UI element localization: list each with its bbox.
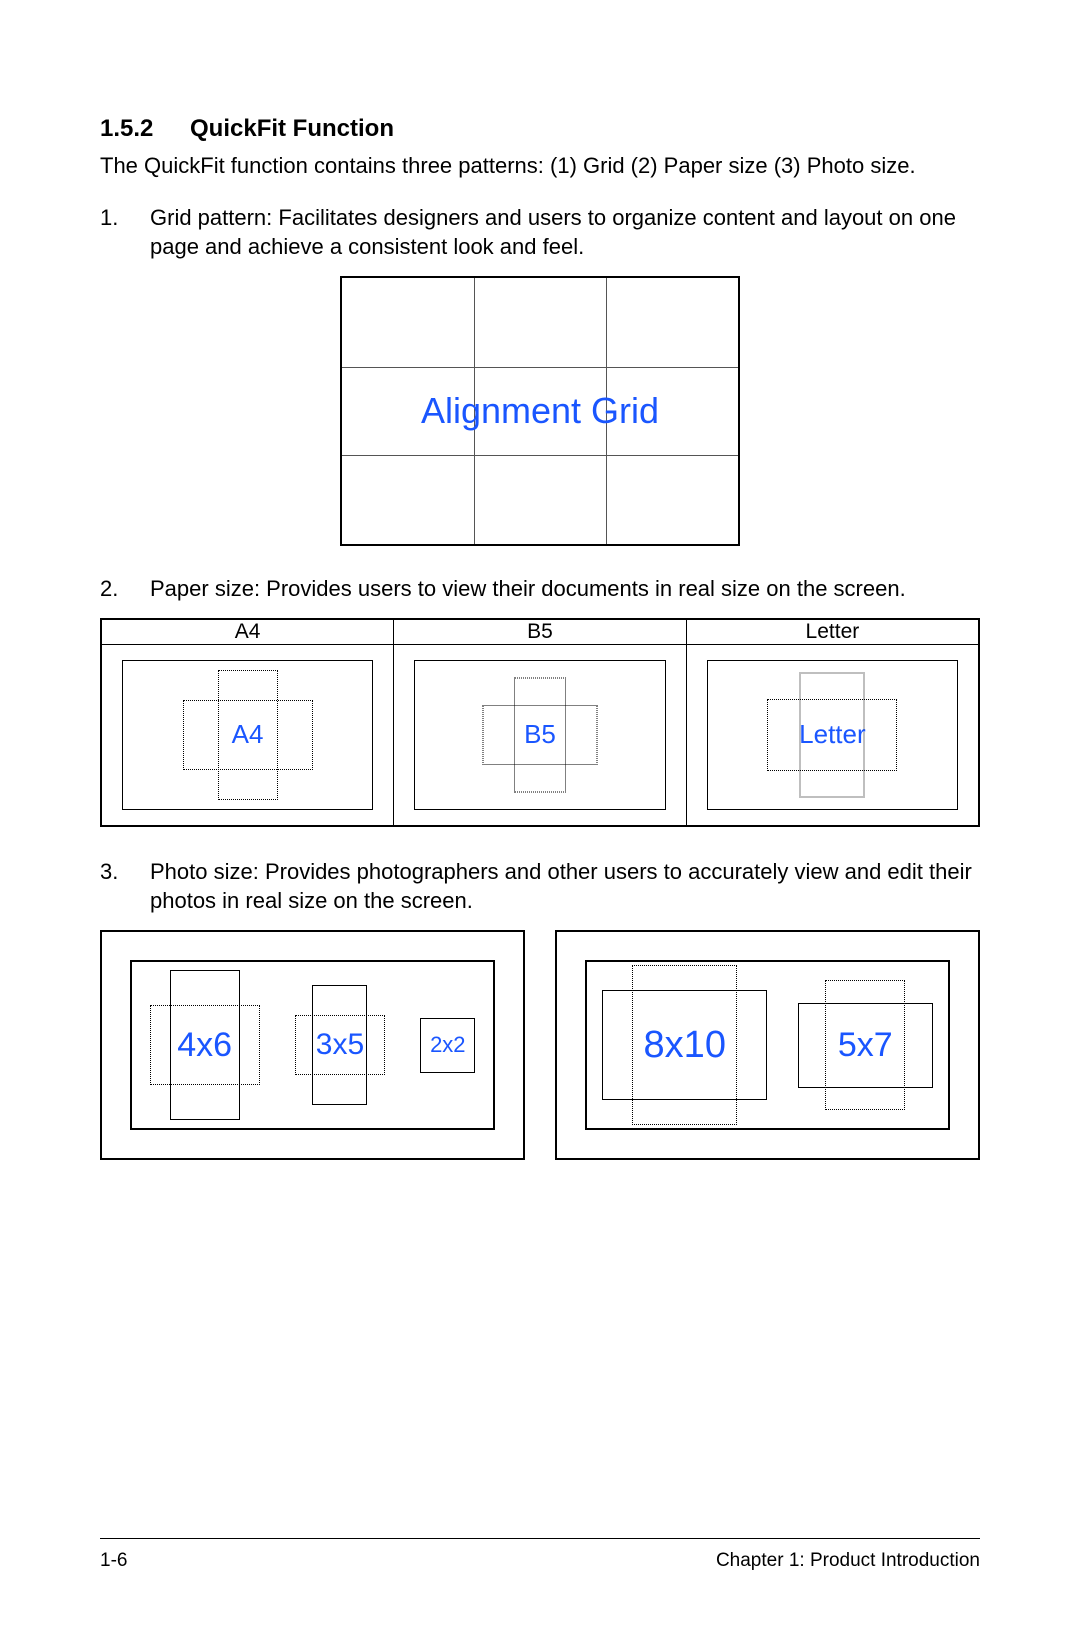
footer-page-number: 1-6 [100,1550,127,1572]
list-item: 3. Photo size: Provides photographers an… [100,857,980,916]
intro-text: The QuickFit function contains three pat… [100,151,980,181]
photo-label: 2x2 [430,1032,465,1058]
page-body: 1.5.2QuickFit Function The QuickFit func… [0,0,1080,1220]
photo-size-row: 4x6 3x5 2x2 8x10 [100,930,980,1160]
paper-header: A4 [101,619,394,645]
section-heading: 1.5.2QuickFit Function [100,115,980,143]
list-index: 1. [100,203,150,262]
paper-cell: A4 [102,645,393,825]
paper-cell: Letter [687,645,978,825]
section-title: QuickFit Function [190,115,394,142]
photo-panel-right: 8x10 5x7 [555,930,980,1160]
alignment-grid-figure: Alignment Grid [340,276,740,546]
photo-item: 5x7 [798,980,933,1110]
paper-size-table: A4 B5 Letter A4 B5 [100,618,980,827]
photo-item: 4x6 [150,970,260,1120]
grid-hline [342,367,738,368]
photo-label: 8x10 [644,1024,726,1067]
photo-label: 4x6 [177,1026,232,1065]
footer-rule [100,1538,980,1539]
paper-label: Letter [799,719,866,750]
footer-chapter: Chapter 1: Product Introduction [716,1550,980,1572]
grid-label: Alignment Grid [421,390,659,432]
photo-label: 3x5 [316,1028,364,1062]
list-text: Photo size: Provides photographers and o… [150,857,980,916]
list-item: 1. Grid pattern: Facilitates designers a… [100,203,980,262]
list-text: Grid pattern: Facilitates designers and … [150,203,980,262]
photo-label: 5x7 [838,1026,893,1065]
section-number: 1.5.2 [100,115,190,143]
grid-hline [342,455,738,456]
list-item: 2. Paper size: Provides users to view th… [100,574,980,604]
paper-label: A4 [232,719,264,750]
paper-header: Letter [686,619,979,645]
page-footer: 1-6 Chapter 1: Product Introduction [100,1550,980,1572]
list-index: 2. [100,574,150,604]
photo-item: 2x2 [420,1018,475,1073]
photo-item: 3x5 [295,985,385,1105]
photo-panel-left: 4x6 3x5 2x2 [100,930,525,1160]
paper-cell: B5 [394,645,686,825]
paper-label: B5 [524,719,556,750]
photo-item: 8x10 [602,965,767,1125]
paper-header: B5 [394,619,687,645]
list-text: Paper size: Provides users to view their… [150,574,980,604]
list-index: 3. [100,857,150,916]
